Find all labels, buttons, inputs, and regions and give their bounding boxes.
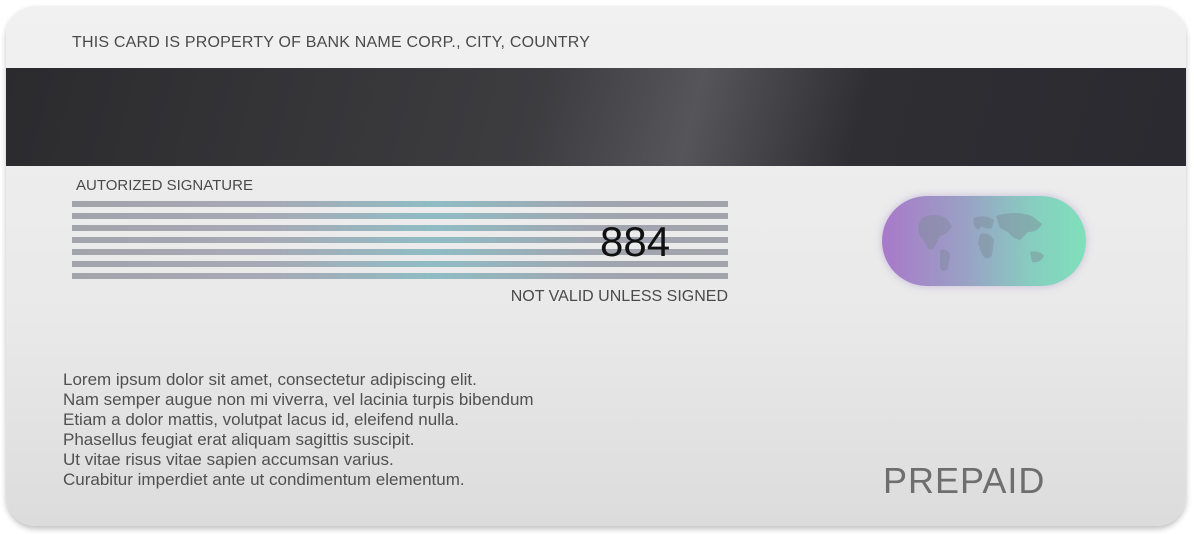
signature-panel (72, 201, 728, 279)
terms-line: Etiam a dolor mattis, volutpat lacus id,… (63, 410, 459, 429)
signature-line (72, 225, 728, 231)
terms-line: Phasellus feugiat erat aliquam sagittis … (63, 430, 415, 449)
signature-line (72, 201, 728, 207)
terms-line: Lorem ipsum dolor sit amet, consectetur … (63, 370, 477, 389)
terms-line: Nam semper augue non mi viverra, vel lac… (63, 390, 534, 409)
signature-line (72, 261, 728, 267)
cvv-code: 884 (600, 218, 671, 265)
terms-line: Ut vitae risus vitae sapien accumsan var… (63, 450, 394, 469)
card-terms-text: Lorem ipsum dolor sit amet, consectetur … (63, 370, 534, 490)
terms-line: Curabitur imperdiet ante ut condimentum … (63, 470, 465, 489)
card-back: THIS CARD IS PROPERTY OF BANK NAME CORP.… (6, 6, 1186, 526)
signature-line (72, 213, 728, 219)
magnetic-stripe (6, 68, 1186, 166)
signature-label: AUTORIZED SIGNATURE (76, 177, 253, 194)
card-property-text: THIS CARD IS PROPERTY OF BANK NAME CORP.… (72, 34, 591, 51)
signature-line (72, 249, 728, 255)
signature-line (72, 273, 728, 279)
world-map-hologram-icon (882, 196, 1086, 286)
prepaid-label: PREPAID (883, 460, 1046, 501)
signature-line (72, 237, 728, 243)
not-valid-text: NOT VALID UNLESS SIGNED (510, 288, 728, 305)
